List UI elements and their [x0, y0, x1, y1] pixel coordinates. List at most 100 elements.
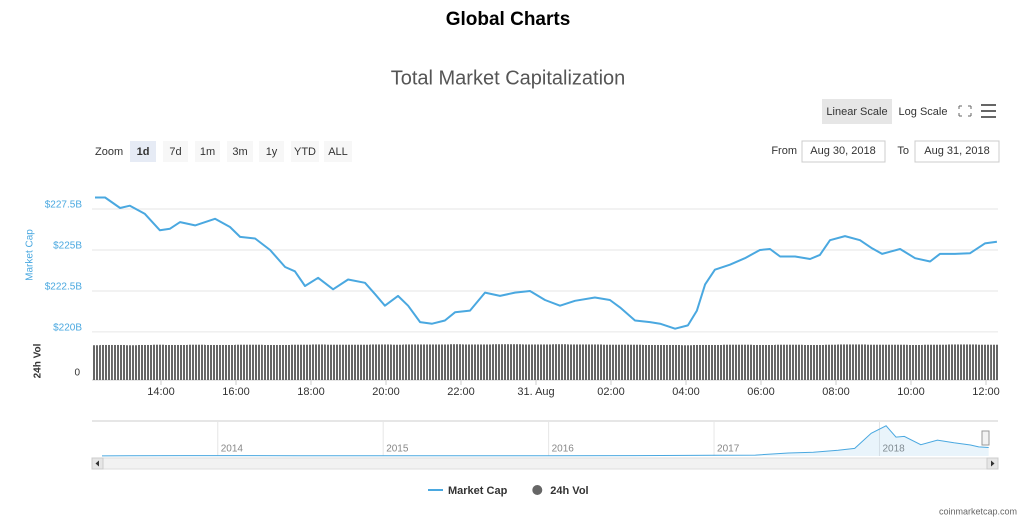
volume-bar [187, 344, 206, 380]
y2-tick-label: 0 [74, 368, 80, 379]
volume-bar [737, 344, 753, 380]
zoom-button-label[interactable]: 7d [169, 146, 181, 158]
volume-bar [891, 344, 908, 380]
legend-label[interactable]: 24h Vol [550, 485, 588, 497]
volume-bar [824, 344, 838, 380]
volume-bar [414, 344, 427, 380]
volume-bar [462, 344, 478, 380]
from-value[interactable]: Aug 30, 2018 [810, 145, 875, 157]
zoom-button-label[interactable]: 1m [200, 146, 215, 158]
x-tick-label: 18:00 [297, 386, 325, 398]
volume-bar [262, 344, 278, 380]
volume-bar [370, 344, 380, 380]
volume-bar [764, 344, 776, 380]
volume-bar [92, 345, 101, 380]
navigator-tick-label: 2016 [552, 444, 575, 455]
zoom-button[interactable] [259, 141, 284, 162]
zoom-button-label[interactable]: 1y [266, 146, 278, 158]
scroll-right-arrow [991, 460, 995, 467]
zoom-button[interactable] [324, 141, 352, 162]
from-input[interactable] [801, 140, 886, 163]
zoom-button[interactable] [291, 141, 319, 162]
volume-bar [977, 344, 991, 380]
market-cap-line [95, 196, 998, 330]
volume-bar [507, 344, 523, 380]
volume-bar [614, 344, 628, 380]
volume-bar [752, 344, 765, 380]
volume-bar [152, 344, 165, 380]
navigator-tick-label: 2015 [386, 444, 409, 455]
menu-icon[interactable] [981, 104, 996, 118]
volume-bar [962, 344, 978, 380]
volume-bar [815, 344, 825, 380]
volume-bar [655, 344, 668, 380]
volume-bar [837, 344, 853, 380]
zoom-button[interactable] [130, 141, 156, 162]
legend-label[interactable]: Market Cap [448, 485, 508, 497]
zoom-label: Zoom [95, 146, 123, 158]
volume-bar [852, 344, 866, 380]
volume-bar [990, 344, 998, 380]
volume-bar [277, 344, 290, 380]
x-tick-label: 04:00 [672, 386, 700, 398]
scroll-left-arrow [95, 460, 99, 467]
x-tick-label: 02:00 [597, 386, 625, 398]
navigator-handle[interactable] [981, 430, 990, 446]
volume-bar [935, 344, 948, 380]
y-tick-label: $227.5B [45, 200, 83, 211]
y-tick-label: $220B [53, 323, 82, 334]
volume-bar [299, 344, 312, 380]
volume-bar [492, 344, 508, 380]
zoom-button-label[interactable]: ALL [328, 146, 348, 158]
volume-bar [775, 344, 788, 380]
x-tick-label: 08:00 [822, 386, 850, 398]
fullscreen-icon[interactable] [958, 105, 972, 117]
volume-bar [325, 344, 341, 380]
to-value[interactable]: Aug 31, 2018 [924, 145, 989, 157]
volume-bar [164, 344, 176, 380]
scale-button-label[interactable]: Log Scale [899, 106, 948, 118]
to-label: To [897, 145, 909, 157]
scale-button-label[interactable]: Linear Scale [826, 106, 887, 118]
volume-bar [922, 344, 935, 380]
legend-symbol[interactable] [532, 485, 543, 495]
volume-bar [438, 344, 450, 380]
volume-bar [642, 344, 656, 380]
x-tick-label: 20:00 [372, 386, 400, 398]
volume-bar [222, 344, 236, 380]
volume-bar [205, 344, 223, 380]
volume-bar [356, 344, 371, 380]
volume-bar [112, 344, 125, 380]
volume-bar [449, 344, 463, 380]
volume-bar [877, 344, 892, 380]
volume-bar [477, 344, 493, 380]
scrollbar[interactable] [91, 457, 999, 470]
volume-bar [722, 344, 738, 380]
volume-bar [866, 344, 878, 380]
scale-button[interactable] [822, 99, 892, 124]
volume-bar [907, 344, 923, 380]
volume-bar [552, 344, 568, 380]
volume-bar [537, 344, 553, 380]
zoom-button[interactable] [195, 141, 220, 162]
y-tick-label: $222.5B [45, 282, 83, 293]
volume-bar [175, 344, 188, 380]
volume-bar [627, 344, 643, 380]
zoom-button[interactable] [227, 141, 253, 162]
to-input[interactable] [914, 140, 1000, 163]
x-tick-label: 06:00 [747, 386, 775, 398]
volume-bar [290, 344, 300, 380]
zoom-button-label[interactable]: 3m [232, 146, 247, 158]
navigator-tick-label: 2018 [882, 444, 905, 455]
zoom-button[interactable] [163, 141, 188, 162]
zoom-button-label[interactable]: 1d [137, 146, 150, 158]
navigator-area [101, 425, 989, 456]
volume-bar [787, 344, 803, 380]
x-tick-label: 16:00 [222, 386, 250, 398]
zoom-button-label[interactable]: YTD [294, 146, 316, 158]
volume-bar [667, 344, 682, 380]
y2-axis-label: 24h Vol [33, 343, 44, 378]
chart-title: Total Market Capitalization [391, 67, 626, 89]
page-title: Global Charts [446, 9, 571, 30]
